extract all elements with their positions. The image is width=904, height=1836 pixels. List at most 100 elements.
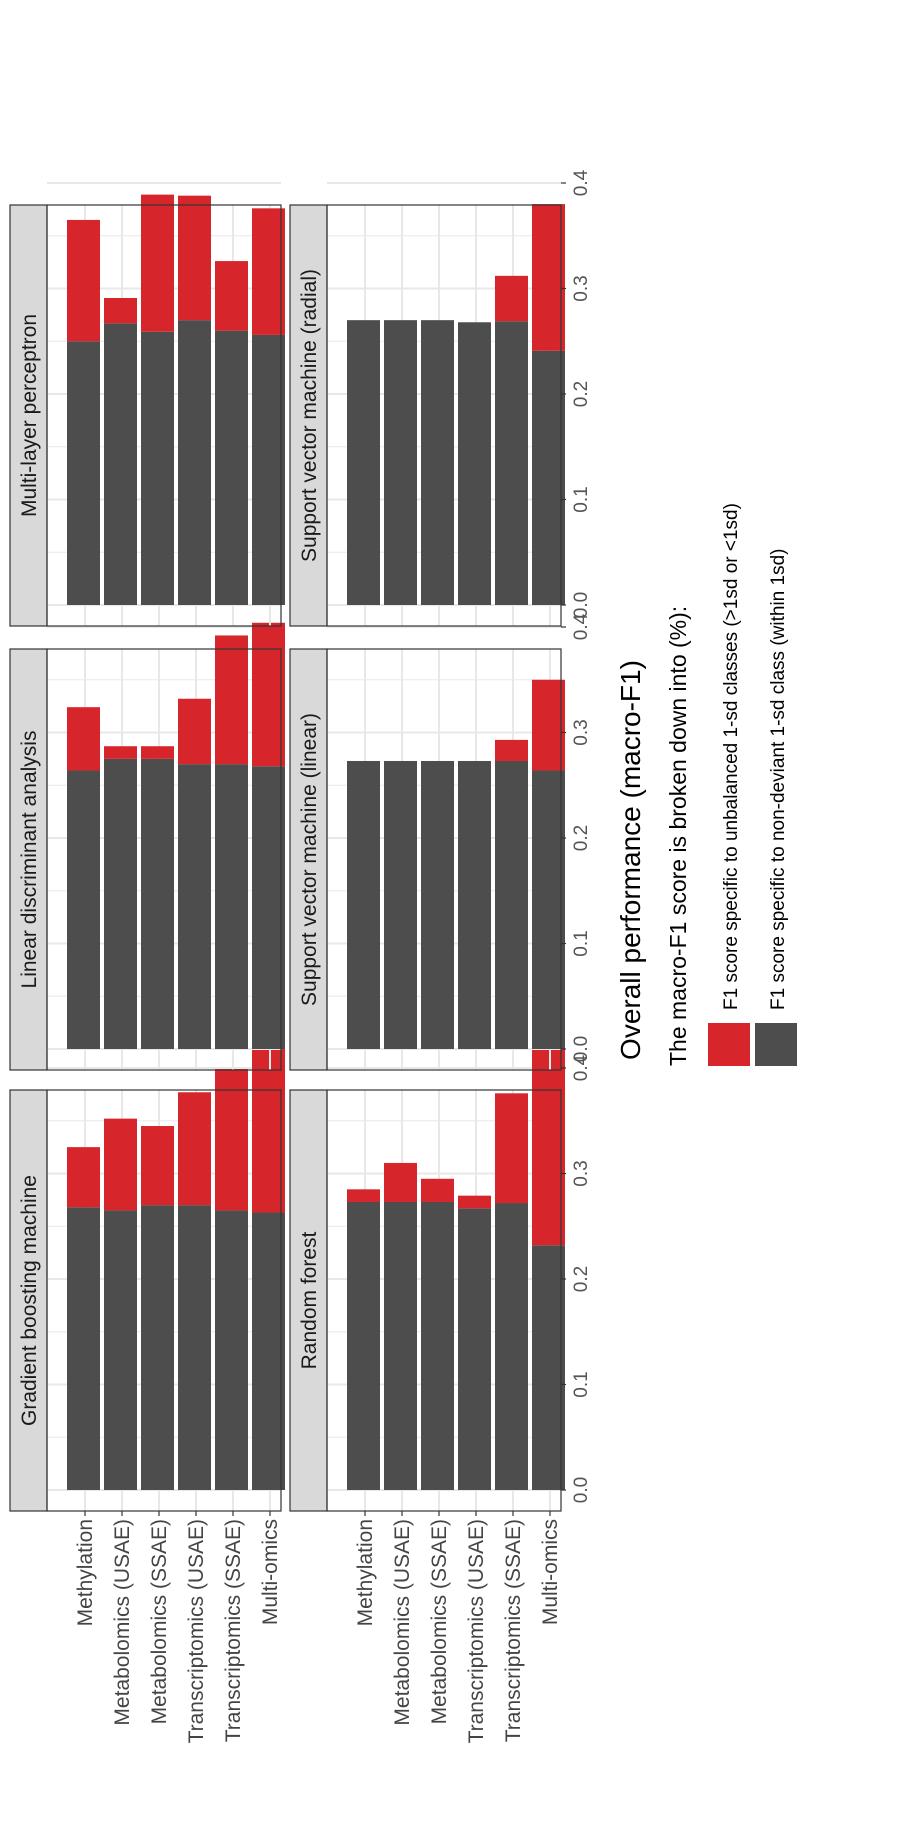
bar-gradient-boosting-machine-metabolomics-usae-unbalanced [104,1118,137,1211]
legend-entry-label: F1 score specific to unbalanced 1-sd cla… [721,503,742,1010]
bar-multi-layer-perceptron-methylation-unbalanced [67,219,100,342]
bar-random-forest-metabolomics-ssae-within-1sd [421,1201,454,1490]
bar-linear-discriminant-analysis-multi-omics-unbalanced [252,622,285,767]
bar-random-forest-transcriptomics-ssae-unbalanced [495,1093,528,1204]
bar-linear-discriminant-analysis-metabolomics-usae-unbalanced [104,746,137,759]
bar-linear-discriminant-analysis-transcriptomics-usae-unbalanced [178,698,211,765]
bar-support-vector-machine-radial-transcriptomics-usae-within-1sd [458,322,491,605]
x-tick-label: 0.4 [571,169,592,196]
category-label-metabolomics-usae: Metabolomics (USAE) [391,1519,414,1726]
panel-border [46,648,282,1071]
bar-support-vector-machine-radial-metabolomics-ssae-within-1sd [421,320,454,605]
bar-random-forest-multi-omics-unbalanced [532,1030,565,1246]
bar-support-vector-machine-radial-transcriptomics-ssae-unbalanced [495,275,528,322]
bar-support-vector-machine-linear-metabolomics-ssae-within-1sd [421,760,454,1049]
bar-support-vector-machine-radial-multi-omics-within-1sd [532,350,565,605]
bar-support-vector-machine-radial-multi-omics-unbalanced [532,204,565,351]
bar-multi-layer-perceptron-metabolomics-ssae-unbalanced [141,194,174,332]
facet-title-multi-layer-perceptron: Multi-layer perceptron [18,314,41,517]
x-tick-label: 0.3 [571,719,592,745]
category-label-metabolomics-usae: Metabolomics (USAE) [111,1519,134,1726]
bar-multi-layer-perceptron-transcriptomics-ssae-within-1sd [215,330,248,605]
bar-multi-layer-perceptron-methylation-within-1sd [67,341,100,605]
facet-title-support-vector-machine-linear: Support vector machine (linear) [298,713,321,1006]
bar-random-forest-metabolomics-ssae-unbalanced [421,1178,454,1202]
x-tick-label: 0.0 [571,1477,592,1503]
bar-linear-discriminant-analysis-metabolomics-ssae-within-1sd [141,758,174,1049]
bar-support-vector-machine-linear-transcriptomics-ssae-unbalanced [495,739,528,761]
bar-gradient-boosting-machine-transcriptomics-ssae-within-1sd [215,1210,248,1490]
bar-gradient-boosting-machine-multi-omics-within-1sd [252,1212,285,1490]
legend-title: The macro-F1 score is broken down into (… [665,606,691,1066]
bar-linear-discriminant-analysis-methylation-unbalanced [67,707,100,771]
bar-linear-discriminant-analysis-methylation-within-1sd [67,770,100,1049]
panel-border [46,204,282,627]
x-tick-label: 0.1 [571,486,592,512]
bar-gradient-boosting-machine-transcriptomics-usae-unbalanced [178,1092,211,1206]
bar-gradient-boosting-machine-multi-omics-unbalanced [252,1049,285,1213]
category-label-transcriptomics-ssae: Transcriptomics (SSAE) [502,1519,525,1742]
bar-random-forest-multi-omics-within-1sd [532,1245,565,1490]
x-tick-label: 0.3 [571,275,592,301]
panel-border [326,1089,562,1512]
bar-gradient-boosting-machine-metabolomics-ssae-within-1sd [141,1205,174,1490]
bar-support-vector-machine-linear-methylation-within-1sd [347,760,380,1049]
bar-support-vector-machine-linear-multi-omics-within-1sd [532,770,565,1049]
panel-border [46,1089,282,1512]
bar-gradient-boosting-machine-metabolomics-ssae-unbalanced [141,1126,174,1206]
bar-gradient-boosting-machine-methylation-within-1sd [67,1207,100,1490]
bar-support-vector-machine-radial-transcriptomics-ssae-within-1sd [495,321,528,605]
panel-border [326,204,562,627]
bar-random-forest-transcriptomics-usae-within-1sd [458,1208,491,1490]
x-tick-label: 0.1 [571,1371,592,1397]
bar-random-forest-transcriptomics-ssae-within-1sd [495,1203,528,1490]
bar-multi-layer-perceptron-transcriptomics-usae-within-1sd [178,320,211,605]
bar-linear-discriminant-analysis-multi-omics-within-1sd [252,766,285,1049]
x-tick-label: 0.2 [571,825,592,851]
bar-multi-layer-perceptron-transcriptomics-usae-unbalanced [178,195,211,321]
x-tick-label: 0.3 [571,1160,592,1186]
x-tick-label: 0.0 [571,1036,592,1062]
category-label-transcriptomics-usae: Transcriptomics (USAE) [185,1519,208,1743]
bar-support-vector-machine-linear-metabolomics-usae-within-1sd [384,760,417,1049]
bar-support-vector-machine-radial-metabolomics-usae-within-1sd [384,320,417,605]
bar-gradient-boosting-machine-transcriptomics-ssae-unbalanced [215,1069,248,1211]
bar-support-vector-machine-linear-transcriptomics-usae-within-1sd [458,760,491,1049]
x-tick-label: 0.1 [571,930,592,956]
category-label-transcriptomics-usae: Transcriptomics (USAE) [465,1519,488,1743]
bar-random-forest-metabolomics-usae-within-1sd [384,1201,417,1490]
legend-swatch [708,1023,750,1066]
bar-random-forest-methylation-unbalanced [347,1189,380,1202]
bar-multi-layer-perceptron-transcriptomics-ssae-unbalanced [215,261,248,331]
bar-linear-discriminant-analysis-transcriptomics-ssae-within-1sd [215,764,248,1049]
category-label-metabolomics-ssae: Metabolomics (SSAE) [428,1519,451,1724]
bar-linear-discriminant-analysis-metabolomics-usae-within-1sd [104,758,137,1049]
bar-random-forest-metabolomics-usae-unbalanced [384,1162,417,1202]
bar-random-forest-transcriptomics-usae-unbalanced [458,1195,491,1209]
category-label-transcriptomics-ssae: Transcriptomics (SSAE) [222,1519,245,1742]
bar-support-vector-machine-radial-methylation-within-1sd [347,320,380,605]
panel-border [326,648,562,1071]
x-axis-title: Overall performance (macro-F1) [615,660,646,1060]
bar-support-vector-machine-linear-multi-omics-unbalanced [532,679,565,771]
facet-title-linear-discriminant-analysis: Linear discriminant analysis [18,731,41,989]
bar-linear-discriminant-analysis-transcriptomics-usae-within-1sd [178,764,211,1049]
x-tick-label: 0.2 [571,1266,592,1292]
bar-gradient-boosting-machine-metabolomics-usae-within-1sd [104,1210,137,1490]
category-label-methylation: Methylation [74,1519,97,1626]
x-tick-label: 0.4 [571,613,592,640]
bar-multi-layer-perceptron-multi-omics-unbalanced [252,208,285,335]
category-label-multi-omics: Multi-omics [259,1519,282,1625]
facet-title-gradient-boosting-machine: Gradient boosting machine [18,1175,41,1426]
category-label-multi-omics: Multi-omics [539,1519,562,1625]
category-label-metabolomics-ssae: Metabolomics (SSAE) [148,1519,171,1724]
bar-multi-layer-perceptron-metabolomics-usae-unbalanced [104,297,137,324]
bar-support-vector-machine-linear-transcriptomics-ssae-within-1sd [495,760,528,1049]
x-tick-label: 0.0 [571,592,592,618]
bar-random-forest-methylation-within-1sd [347,1201,380,1490]
bar-multi-layer-perceptron-metabolomics-usae-within-1sd [104,323,137,605]
bar-gradient-boosting-machine-transcriptomics-usae-within-1sd [178,1205,211,1490]
bar-multi-layer-perceptron-multi-omics-within-1sd [252,334,285,605]
legend-entry-label: F1 score specific to non-deviant 1-sd cl… [768,549,789,1010]
